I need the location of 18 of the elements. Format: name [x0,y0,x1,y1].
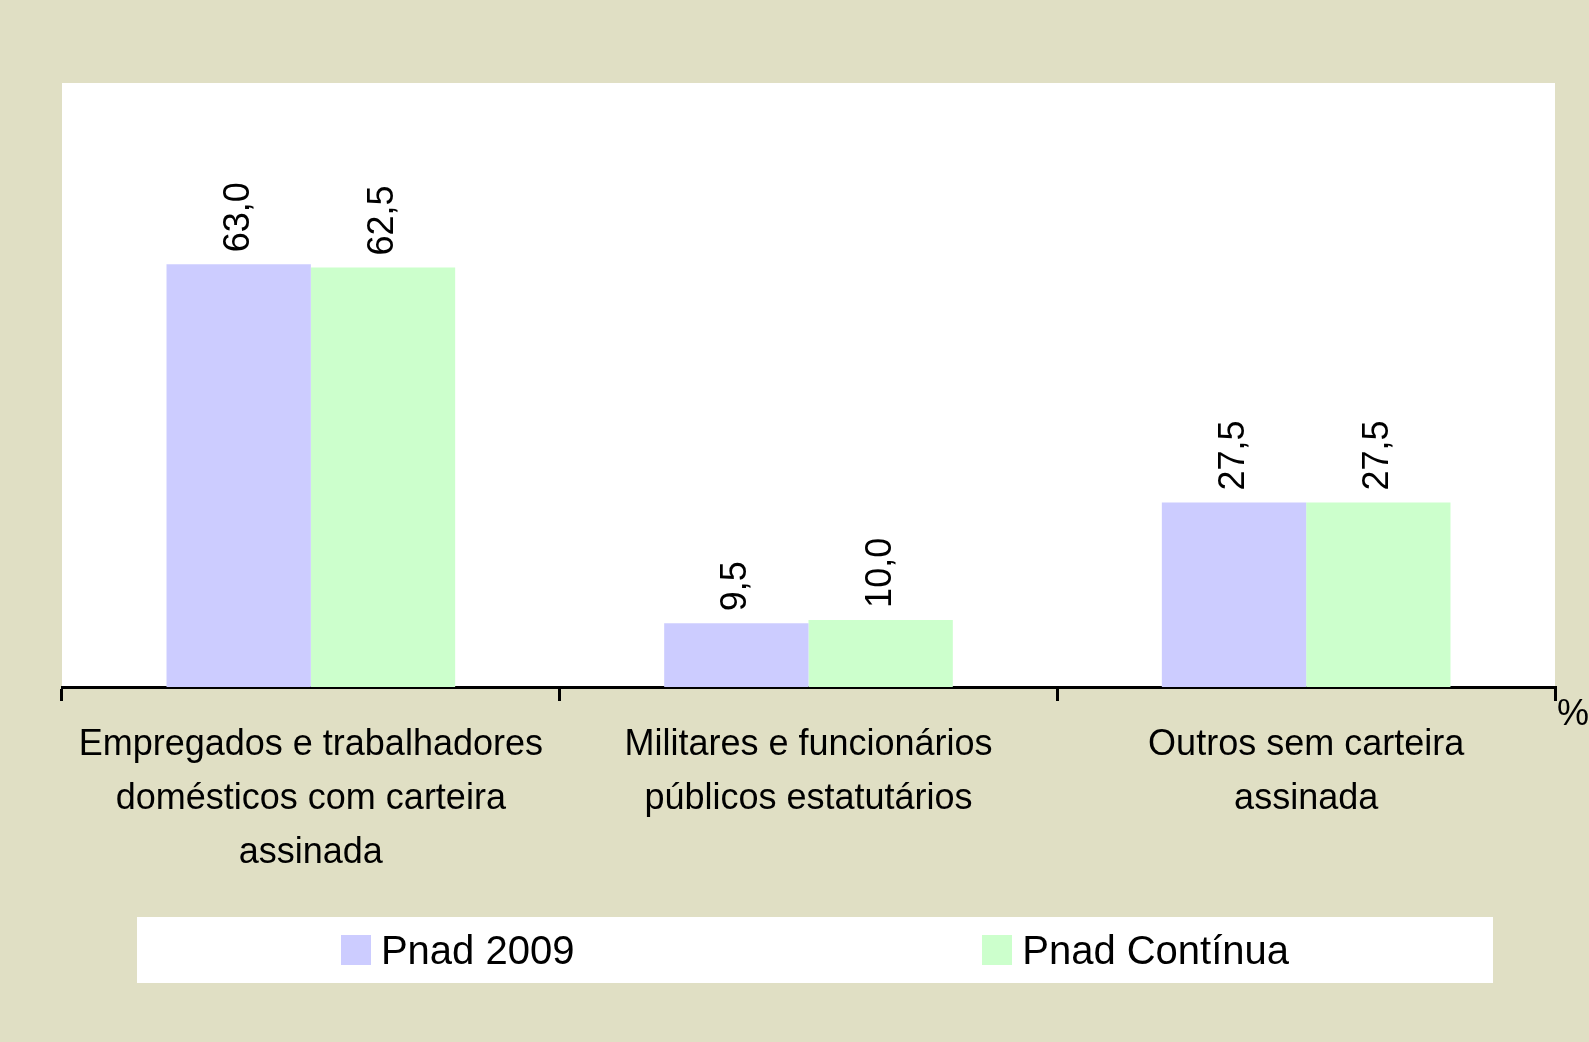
data-label: 9,5 [713,561,755,612]
x-tick-label: Militares e funcionários públicos estatutários [624,721,993,817]
bar [664,623,809,687]
data-label: 62,5 [359,185,401,256]
data-label: 63,0 [215,182,257,253]
text: % [1556,691,1589,733]
data-label: 27,5 [1210,420,1252,491]
bar [166,264,311,687]
x-tick-label: Empregados e trabalhadores domésticos com carteira assinada [78,721,543,871]
bar [808,619,953,687]
bar [310,267,456,687]
x-tick-label: Outros sem carteira assinada [1148,721,1466,817]
data-label: 27,5 [1355,420,1397,491]
bar [1161,502,1307,687]
data-label: 10,0 [857,537,899,608]
legend-label: Pnad Contínua [1022,927,1290,973]
bar [1306,502,1451,687]
legend-label: Pnad 2009 [380,927,575,973]
